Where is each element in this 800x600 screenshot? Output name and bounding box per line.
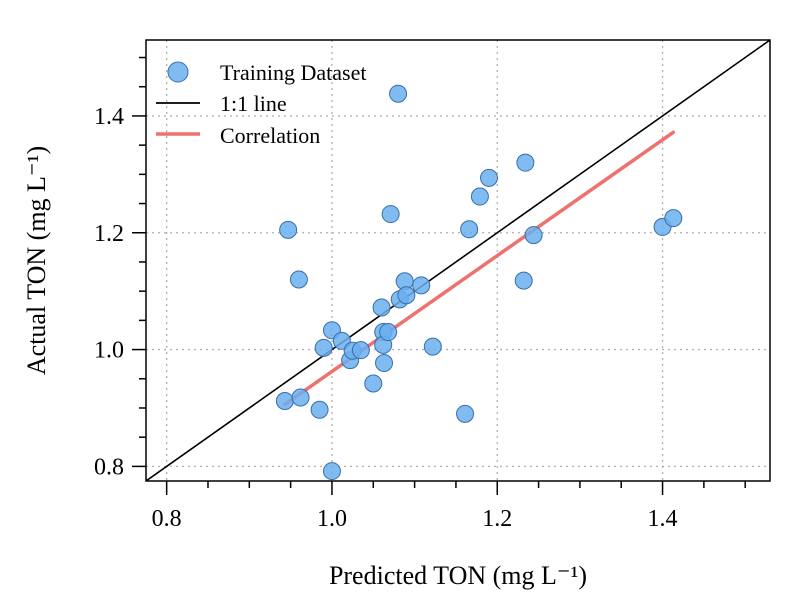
- data-point: [514, 271, 533, 290]
- y-tick-label: 1.4: [94, 104, 124, 130]
- data-point: [314, 338, 333, 357]
- plot-frame: [145, 39, 771, 482]
- data-point: [516, 153, 535, 172]
- data-point: [372, 298, 391, 317]
- data-point: [381, 205, 400, 224]
- y-tick-label: 1.2: [94, 221, 124, 247]
- legend-marker-training-dataset: [167, 61, 189, 83]
- data-point: [397, 286, 416, 305]
- legend-label-correlation: Correlation: [220, 123, 320, 148]
- data-point: [279, 220, 298, 239]
- legend-label-one-to-one: 1:1 line: [220, 91, 287, 116]
- data-point: [389, 84, 408, 103]
- y-tick-label: 1.0: [94, 338, 124, 364]
- data-point: [423, 337, 442, 356]
- data-point: [351, 341, 370, 360]
- data-point: [479, 168, 498, 187]
- y-tick-label: 0.8: [94, 454, 124, 480]
- x-tick-label: 0.8: [152, 506, 182, 532]
- data-point: [310, 400, 329, 419]
- data-points: [275, 84, 683, 481]
- x-axis-title: Predicted TON (mg L⁻¹): [329, 561, 587, 590]
- x-tick-label: 1.2: [482, 506, 512, 532]
- data-point: [460, 220, 479, 239]
- data-point: [524, 226, 543, 245]
- grid: [146, 40, 770, 481]
- one-to-one-line: [146, 40, 770, 481]
- data-point: [470, 187, 489, 206]
- x-tick-label: 1.4: [648, 506, 678, 532]
- data-point: [322, 462, 341, 481]
- data-point: [379, 323, 398, 342]
- legend: Training Dataset 1:1 line Correlation: [156, 60, 366, 148]
- data-point: [664, 209, 683, 228]
- axes: 0.8 1.0 1.2 1.4 0.8 1.0 1.2 1.4: [94, 56, 746, 532]
- data-point: [275, 391, 294, 410]
- data-point: [289, 270, 308, 289]
- legend-label-training-dataset: Training Dataset: [220, 60, 366, 85]
- data-point: [412, 276, 431, 295]
- data-point: [364, 374, 383, 393]
- y-axis-title: Actual TON (mg L⁻¹): [22, 146, 51, 375]
- data-point: [291, 388, 310, 407]
- data-point: [375, 354, 394, 373]
- x-tick-label: 1.0: [317, 506, 347, 532]
- data-point: [456, 404, 475, 423]
